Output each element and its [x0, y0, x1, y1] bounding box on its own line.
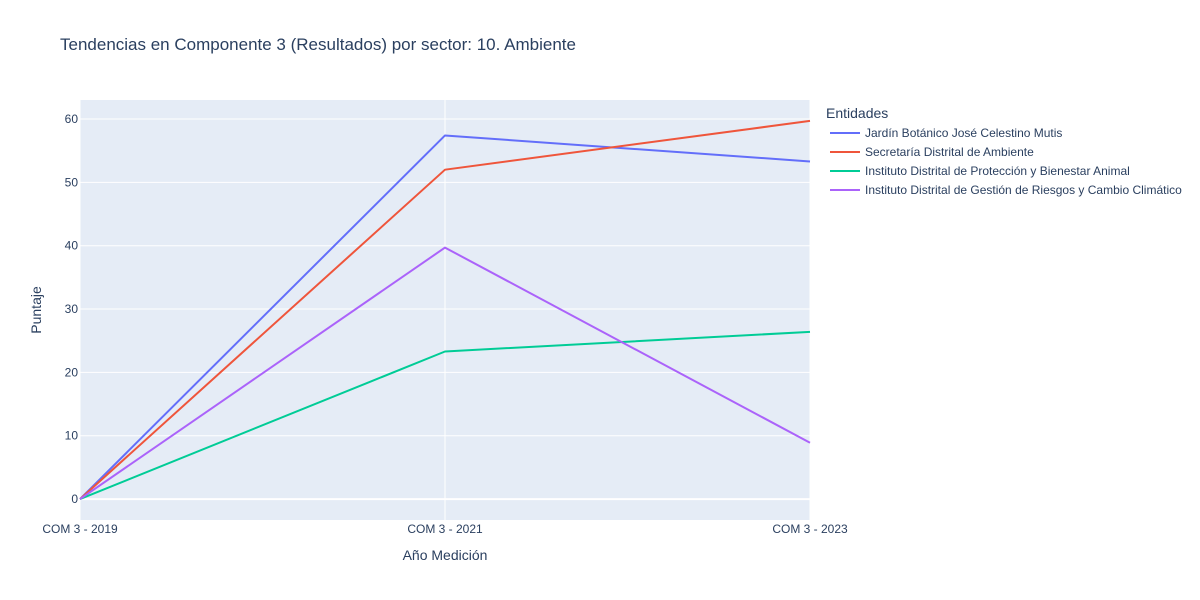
- chart-title: Tendencias en Componente 3 (Resultados) …: [60, 35, 576, 54]
- x-axis-title: Año Medición: [403, 547, 488, 563]
- series-line[interactable]: [79, 246, 811, 500]
- legend-item[interactable]: Instituto Distrital de Gestión de Riesgo…: [830, 183, 1182, 197]
- y-tick-label: 0: [71, 492, 78, 506]
- series-line[interactable]: [79, 134, 811, 500]
- legend: Entidades Jardín Botánico José Celestino…: [826, 105, 1182, 197]
- legend-label: Instituto Distrital de Protección y Bien…: [865, 164, 1130, 178]
- legend-item[interactable]: Jardín Botánico José Celestino Mutis: [830, 126, 1062, 140]
- legend-title: Entidades: [826, 105, 888, 121]
- legend-label: Secretaría Distrital de Ambiente: [865, 145, 1034, 159]
- y-axis-title: Puntaje: [28, 286, 44, 334]
- y-tick-label: 50: [65, 175, 79, 189]
- x-tick-label: COM 3 - 2021: [407, 522, 483, 536]
- series-line[interactable]: [79, 119, 811, 500]
- x-tick-label: COM 3 - 2023: [772, 522, 848, 536]
- y-tick-label: 60: [65, 112, 79, 126]
- y-tick-label: 10: [65, 429, 79, 443]
- x-tick-label: COM 3 - 2019: [42, 522, 118, 536]
- series-lines: [79, 119, 811, 501]
- series-line[interactable]: [79, 330, 811, 501]
- legend-item[interactable]: Secretaría Distrital de Ambiente: [830, 145, 1034, 159]
- legend-label: Jardín Botánico José Celestino Mutis: [865, 126, 1062, 140]
- y-tick-label: 30: [65, 302, 79, 316]
- y-tick-label: 40: [65, 239, 79, 253]
- legend-item[interactable]: Instituto Distrital de Protección y Bien…: [830, 164, 1130, 178]
- y-axis-ticks: 0 10 20 30 40 50 60: [65, 112, 79, 506]
- legend-label: Instituto Distrital de Gestión de Riesgo…: [865, 183, 1182, 197]
- y-tick-label: 20: [65, 365, 79, 379]
- x-axis-ticks: COM 3 - 2019 COM 3 - 2021 COM 3 - 2023: [42, 522, 848, 536]
